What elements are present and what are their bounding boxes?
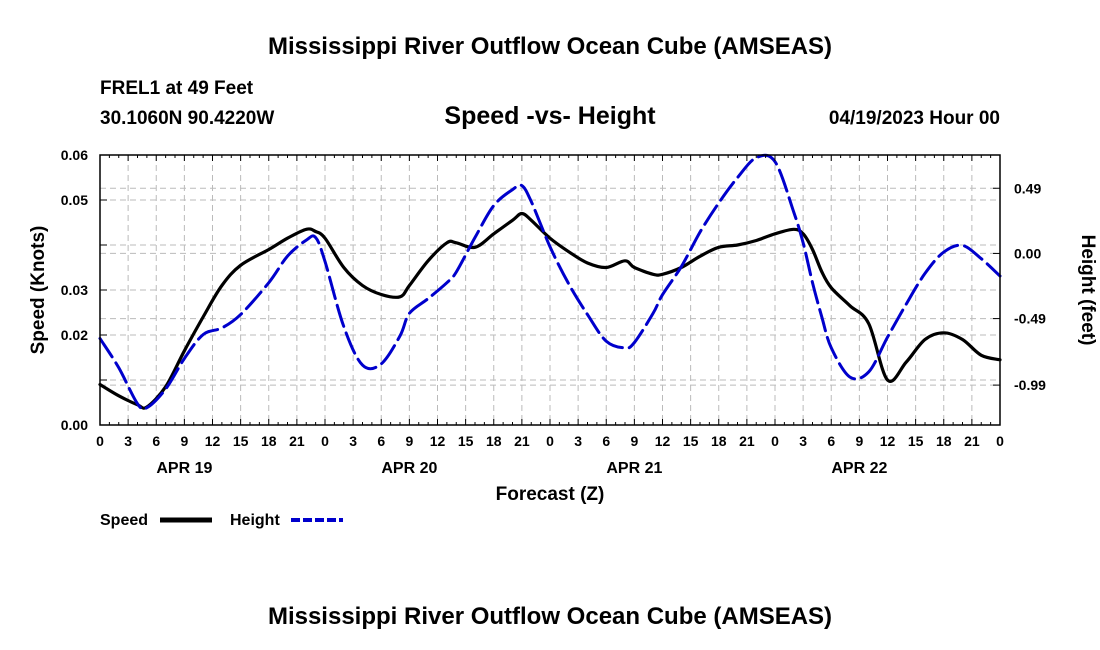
x-tick-label: 9 (405, 433, 413, 449)
location-label: 30.1060N 90.4220W (100, 108, 274, 129)
y-tick-label: 0.05 (61, 192, 88, 208)
x-tick-label: 0 (96, 433, 104, 449)
x-tick-label: 15 (908, 433, 924, 449)
x-tick-label: 0 (996, 433, 1004, 449)
x-tick-label: 18 (486, 433, 502, 449)
y2-axis-label: Height (feet) (1077, 235, 1098, 346)
y2-tick-label: -0.49 (1014, 311, 1046, 327)
y2-tick-label: -0.99 (1014, 377, 1046, 393)
height-series-line (98, 153, 1002, 411)
grid (100, 155, 1000, 425)
y-tick-label: 0.03 (61, 282, 88, 298)
x-tick-label: 6 (602, 433, 610, 449)
x-tick-label: 15 (233, 433, 249, 449)
x-tick-label: 21 (964, 433, 980, 449)
x-tick-label: 21 (739, 433, 755, 449)
x-tick-label: 15 (683, 433, 699, 449)
x-tick-label: 21 (289, 433, 305, 449)
y-tick-label: 0.06 (61, 147, 88, 163)
x-tick-label: 21 (514, 433, 530, 449)
axes: 0 3 6 9 12 15 18 21 0 3 6 9 12 15 18 21 0 3 6 9 12 15 18 21 0 3 6 9… (61, 147, 1046, 477)
x-tick-label: 6 (827, 433, 835, 449)
x-tick-label: 12 (430, 433, 446, 449)
y2-tick-label: 0.00 (1014, 245, 1041, 261)
x-tick-label: 12 (880, 433, 896, 449)
date-label: APR 21 (606, 460, 662, 477)
date-label: APR 22 (831, 460, 887, 477)
speed-series-line (98, 211, 1002, 410)
x-tick-label: 18 (261, 433, 277, 449)
main-title: Mississippi River Outflow Ocean Cube (AM… (268, 33, 832, 60)
x-tick-label: 18 (936, 433, 952, 449)
x-tick-label: 3 (799, 433, 807, 449)
footer-title: Mississippi River Outflow Ocean Cube (AM… (268, 603, 832, 630)
date-label: APR 20 (381, 460, 437, 477)
y-tick-label: 0.00 (61, 417, 88, 433)
x-tick-label: 18 (711, 433, 727, 449)
x-tick-label: 0 (321, 433, 329, 449)
x-tick-label: 0 (546, 433, 554, 449)
x-tick-label: 12 (205, 433, 221, 449)
x-tick-label: 3 (124, 433, 132, 449)
y-tick-label: 0.02 (61, 327, 88, 343)
datetime-label: 04/19/2023 Hour 00 (829, 108, 1000, 129)
x-tick-label: 3 (349, 433, 357, 449)
x-tick-label: 0 (771, 433, 779, 449)
x-tick-label: 12 (655, 433, 671, 449)
x-axis-label: Forecast (Z) (496, 484, 605, 505)
station-label: FREL1 at 49 Feet (100, 78, 254, 99)
x-tick-label: 9 (630, 433, 638, 449)
x-tick-label: 9 (180, 433, 188, 449)
plot-title: Speed -vs- Height (444, 102, 656, 130)
x-tick-label: 6 (377, 433, 385, 449)
date-label: APR 19 (156, 460, 212, 477)
legend-height-label: Height (230, 512, 280, 529)
legend: Speed Height (100, 512, 343, 529)
x-tick-label: 6 (152, 433, 160, 449)
x-tick-label: 9 (855, 433, 863, 449)
y-axis-label: Speed (Knots) (28, 226, 49, 355)
y2-tick-label: 0.49 (1014, 180, 1041, 196)
x-tick-label: 3 (574, 433, 582, 449)
series-group (98, 153, 1002, 411)
x-tick-label: 15 (458, 433, 474, 449)
legend-speed-label: Speed (100, 512, 148, 529)
